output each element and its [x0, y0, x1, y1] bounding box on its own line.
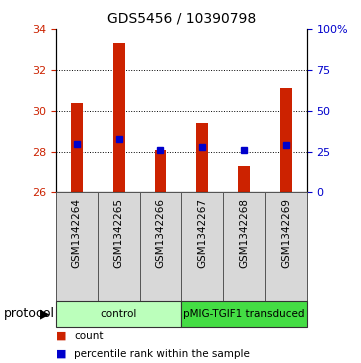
- Text: ■: ■: [56, 349, 66, 359]
- Text: percentile rank within the sample: percentile rank within the sample: [74, 349, 250, 359]
- Text: GSM1342267: GSM1342267: [197, 198, 207, 268]
- Bar: [155, 150, 166, 192]
- Bar: [56, 192, 98, 301]
- Bar: [181, 192, 223, 301]
- Bar: [113, 43, 125, 192]
- Text: control: control: [100, 309, 137, 319]
- Bar: [223, 192, 265, 301]
- Text: ▶: ▶: [40, 307, 50, 321]
- Bar: [196, 123, 208, 192]
- Bar: [98, 192, 140, 301]
- Text: GSM1342269: GSM1342269: [281, 198, 291, 268]
- Text: pMIG-TGIF1 transduced: pMIG-TGIF1 transduced: [183, 309, 305, 319]
- Text: GSM1342266: GSM1342266: [156, 198, 165, 268]
- Bar: [140, 192, 181, 301]
- Text: GSM1342265: GSM1342265: [114, 198, 124, 268]
- Bar: [265, 192, 307, 301]
- Bar: [56, 301, 181, 327]
- Text: GSM1342268: GSM1342268: [239, 198, 249, 268]
- Text: protocol: protocol: [4, 307, 55, 321]
- Title: GDS5456 / 10390798: GDS5456 / 10390798: [107, 11, 256, 25]
- Text: GSM1342264: GSM1342264: [72, 198, 82, 268]
- Bar: [280, 88, 292, 192]
- Bar: [181, 301, 307, 327]
- Text: ■: ■: [56, 331, 66, 341]
- Text: count: count: [74, 331, 104, 341]
- Bar: [238, 166, 250, 192]
- Bar: [71, 102, 83, 192]
